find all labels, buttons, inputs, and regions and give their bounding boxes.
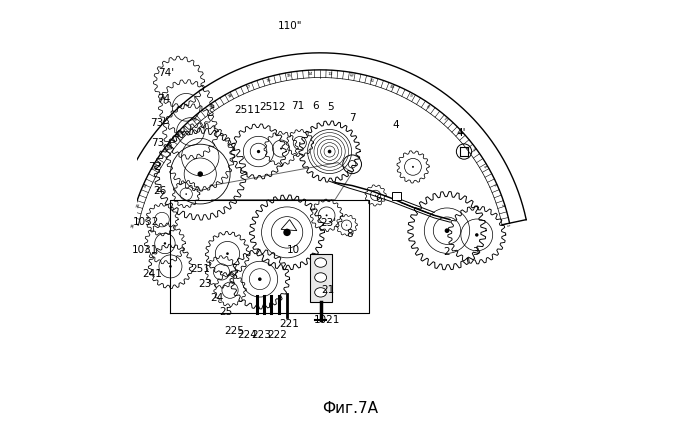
Text: 2511: 2511 (234, 105, 260, 115)
Text: 10: 10 (287, 245, 300, 255)
Text: Фиг.7А: Фиг.7А (322, 400, 378, 415)
Ellipse shape (315, 288, 327, 297)
Text: 7: 7 (442, 117, 447, 121)
Circle shape (164, 243, 166, 245)
Text: 2: 2 (444, 246, 450, 256)
Text: 4: 4 (393, 120, 399, 130)
Text: 26: 26 (153, 186, 166, 196)
Text: 1031: 1031 (132, 245, 158, 255)
Text: 6: 6 (376, 194, 382, 204)
Circle shape (169, 265, 172, 268)
Text: 22: 22 (164, 146, 171, 153)
Circle shape (346, 225, 347, 226)
Text: 21: 21 (178, 130, 184, 137)
Circle shape (326, 215, 328, 217)
Text: 20: 20 (193, 116, 200, 122)
Text: 5: 5 (470, 147, 475, 151)
Text: 23: 23 (153, 163, 159, 170)
Text: 4': 4' (456, 127, 466, 137)
Text: 5: 5 (328, 102, 334, 112)
Bar (392, 193, 401, 200)
Text: 25: 25 (136, 201, 141, 207)
FancyBboxPatch shape (309, 255, 332, 302)
Text: 4: 4 (482, 164, 487, 169)
Text: 9: 9 (408, 93, 412, 98)
Circle shape (299, 143, 300, 144)
Text: 110": 110" (278, 21, 302, 31)
Text: 15: 15 (286, 74, 293, 78)
Circle shape (186, 194, 187, 196)
Text: 2512: 2512 (259, 102, 286, 112)
Text: 23: 23 (199, 279, 212, 289)
Text: 19: 19 (209, 103, 216, 110)
Text: 6: 6 (312, 101, 318, 111)
Circle shape (328, 150, 331, 154)
Text: 8: 8 (426, 104, 430, 109)
Circle shape (284, 229, 290, 237)
Circle shape (220, 271, 223, 273)
Text: 13: 13 (328, 71, 333, 76)
Text: 71: 71 (291, 101, 304, 111)
Ellipse shape (315, 273, 327, 283)
Text: 6: 6 (457, 131, 462, 136)
Text: 1021: 1021 (314, 314, 340, 324)
Text: 3: 3 (491, 183, 496, 187)
Text: 16: 16 (266, 77, 272, 83)
Text: 251: 251 (190, 263, 210, 273)
Text: 25: 25 (219, 306, 232, 316)
Circle shape (375, 195, 376, 197)
Text: 18: 18 (227, 92, 234, 99)
Text: 7: 7 (349, 113, 356, 123)
Text: 23': 23' (320, 218, 336, 227)
Circle shape (285, 230, 289, 235)
Text: 73: 73 (151, 138, 164, 148)
Text: 224: 224 (237, 330, 257, 340)
Text: 26: 26 (131, 221, 136, 227)
Text: 225: 225 (224, 326, 244, 335)
Text: 1: 1 (505, 222, 510, 226)
Text: 72: 72 (148, 161, 162, 171)
Text: 74: 74 (157, 93, 170, 103)
Circle shape (280, 148, 282, 150)
Circle shape (226, 253, 229, 255)
Text: 17: 17 (246, 84, 253, 90)
Text: 223: 223 (251, 330, 272, 340)
Text: 2: 2 (499, 202, 504, 206)
Text: 3: 3 (473, 246, 479, 256)
Circle shape (412, 166, 414, 169)
Circle shape (258, 278, 262, 281)
Text: 73': 73' (150, 117, 166, 127)
Text: 221: 221 (279, 318, 299, 328)
Circle shape (197, 172, 203, 178)
Text: 24: 24 (144, 181, 149, 188)
Text: 24: 24 (211, 292, 224, 302)
Circle shape (257, 150, 260, 154)
Text: 21: 21 (321, 284, 335, 294)
Text: 8: 8 (346, 229, 353, 239)
Text: 11: 11 (368, 77, 374, 83)
Circle shape (475, 233, 479, 237)
Text: 1032: 1032 (132, 217, 159, 227)
Text: 12: 12 (348, 74, 354, 78)
Text: 14: 14 (307, 71, 313, 76)
Text: 10: 10 (388, 84, 395, 90)
Text: 241: 241 (143, 268, 162, 278)
Ellipse shape (315, 258, 327, 267)
Text: 74': 74' (158, 68, 174, 78)
Text: 222: 222 (267, 330, 287, 340)
Circle shape (444, 229, 449, 233)
